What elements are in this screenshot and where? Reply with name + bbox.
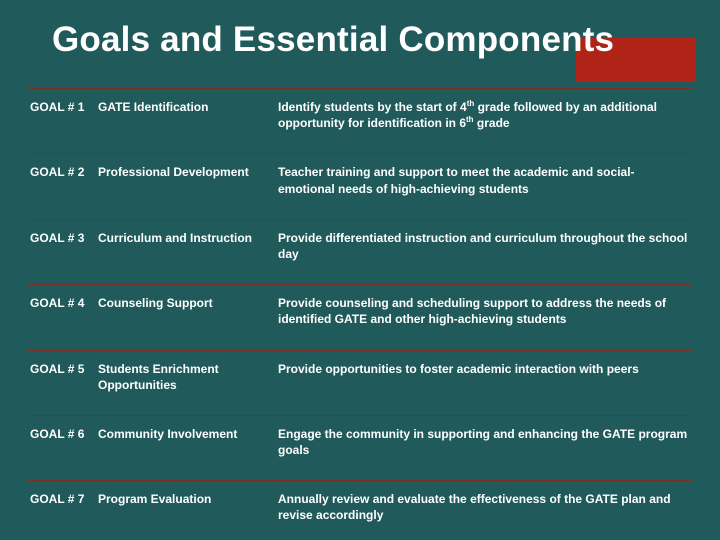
- goal-number: GOAL # 7: [28, 481, 96, 540]
- goal-description: Teacher training and support to meet the…: [276, 154, 692, 219]
- goal-number: GOAL # 4: [28, 285, 96, 350]
- title-area: Goals and Essential Components: [28, 18, 692, 60]
- table-row: GOAL # 6Community InvolvementEngage the …: [28, 415, 692, 480]
- goal-number: GOAL # 5: [28, 350, 96, 415]
- goal-number: GOAL # 2: [28, 154, 96, 219]
- goal-number: GOAL # 1: [28, 89, 96, 154]
- table-row: GOAL # 4Counseling SupportProvide counse…: [28, 285, 692, 350]
- goal-description: Provide counseling and scheduling suppor…: [276, 285, 692, 350]
- goal-number: GOAL # 3: [28, 219, 96, 284]
- goal-description: Provide opportunities to foster academic…: [276, 350, 692, 415]
- slide-title: Goals and Essential Components: [28, 18, 692, 60]
- goal-component: Counseling Support: [96, 285, 276, 350]
- goal-component: GATE Identification: [96, 89, 276, 154]
- goal-component: Students Enrichment Opportunities: [96, 350, 276, 415]
- goal-description: Annually review and evaluate the effecti…: [276, 481, 692, 540]
- slide: Goals and Essential Components GOAL # 1G…: [0, 0, 720, 540]
- goal-description: Provide differentiated instruction and c…: [276, 219, 692, 284]
- table-row: GOAL # 1GATE IdentificationIdentify stud…: [28, 89, 692, 154]
- table-row: GOAL # 5Students Enrichment Opportunitie…: [28, 350, 692, 415]
- table-row: GOAL # 3Curriculum and InstructionProvid…: [28, 219, 692, 284]
- table-row: GOAL # 2Professional DevelopmentTeacher …: [28, 154, 692, 219]
- goal-description: Engage the community in supporting and e…: [276, 415, 692, 480]
- goal-component: Professional Development: [96, 154, 276, 219]
- table-row: GOAL # 7Program EvaluationAnnually revie…: [28, 481, 692, 540]
- goal-component: Curriculum and Instruction: [96, 219, 276, 284]
- goal-component: Community Involvement: [96, 415, 276, 480]
- goal-component: Program Evaluation: [96, 481, 276, 540]
- goal-description: Identify students by the start of 4th gr…: [276, 89, 692, 154]
- goal-number: GOAL # 6: [28, 415, 96, 480]
- goals-table: GOAL # 1GATE IdentificationIdentify stud…: [28, 88, 692, 540]
